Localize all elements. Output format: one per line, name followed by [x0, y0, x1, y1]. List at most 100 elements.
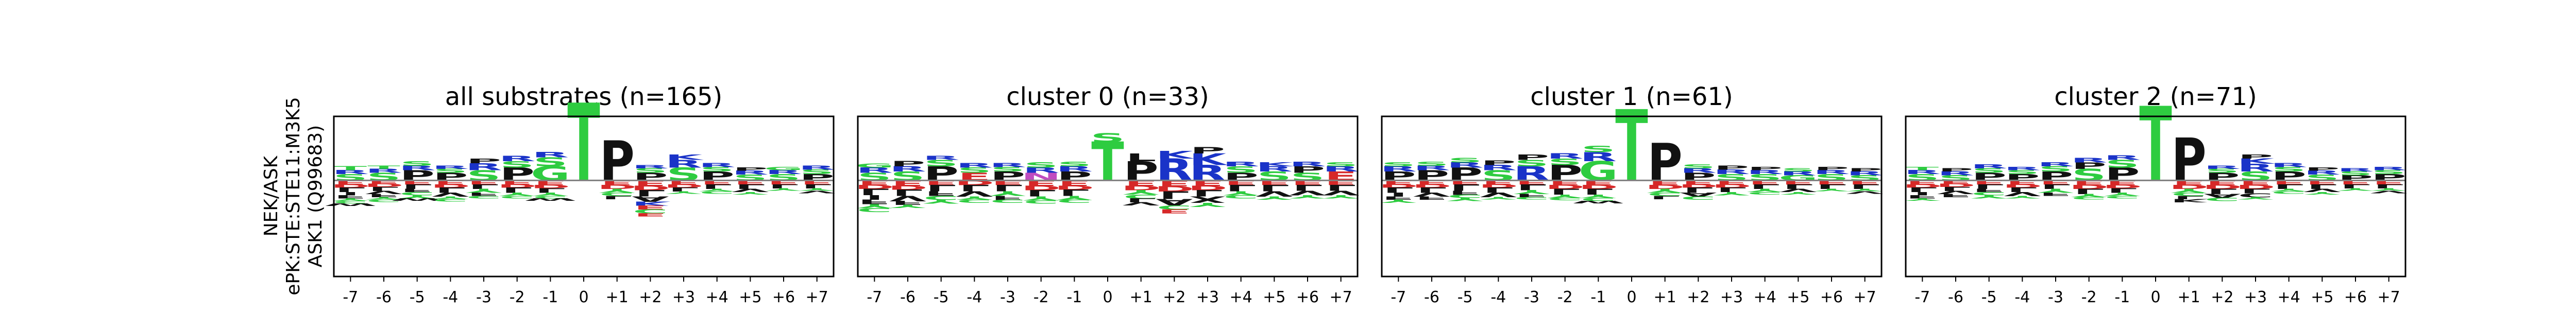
x-tick-label: +2 — [639, 288, 662, 306]
x-tick-label: -3 — [2048, 288, 2063, 306]
logo-letter: R — [699, 162, 736, 168]
x-tick-label: +2 — [1163, 288, 1185, 306]
x-tick-label: -5 — [1981, 288, 1997, 306]
logo-letter: C — [2272, 191, 2307, 195]
x-tick-label: 0 — [1626, 288, 1636, 306]
logo-letter: P — [2304, 167, 2340, 172]
logo-letter: Y — [1714, 191, 1750, 196]
y-axis-label-line-2: ePK:STE:STE11:M3K5 — [283, 97, 304, 295]
logo-letter: S — [1414, 161, 1449, 167]
x-tick-label: -3 — [1524, 288, 1539, 306]
y-axis-label-line-3: ASK1 (Q99683) — [305, 125, 326, 267]
logo-panel-3: cluster 2 (n=71)SRTEDLIFY-7SRPEDLVF-6PSR… — [1903, 82, 2408, 306]
logo-letter: Y — [766, 187, 802, 192]
x-tick-label: +4 — [706, 288, 728, 306]
x-tick-label: 0 — [579, 288, 588, 306]
logo-letter: R — [632, 164, 669, 169]
logo-letter: P — [1481, 159, 1516, 166]
logo-panel-0: all substrates (n=165)SRTEDLIFYCW-7SRTED… — [324, 81, 836, 306]
logo-letter: Y — [2304, 191, 2341, 195]
x-tick-label: +1 — [1130, 288, 1153, 306]
logo-letter: R — [432, 165, 469, 170]
x-tick-label: -4 — [1490, 288, 1506, 306]
logo-letter: Y — [1480, 196, 1517, 200]
logo-panels: all substrates (n=165)SRTEDLIFYCW-7SRTED… — [324, 81, 2408, 306]
logo-letter: C — [2072, 196, 2107, 200]
x-tick-label: +7 — [1854, 288, 1876, 306]
logo-letter: Y — [2238, 196, 2274, 200]
logo-letter: R — [956, 162, 993, 169]
logo-letter: V — [799, 190, 836, 194]
x-tick-label: -2 — [2081, 288, 2097, 306]
logo-letter: Y — [732, 191, 769, 195]
logo-letter: S — [400, 160, 434, 167]
x-tick-label: -7 — [867, 288, 882, 306]
logo-letter: R — [1547, 152, 1584, 160]
x-tick-label: +3 — [1720, 288, 1743, 306]
logo-letter: C — [1024, 199, 1059, 204]
logo-letter: R — [2004, 166, 2041, 171]
logo-letter: G — [855, 163, 894, 169]
x-tick-label: -2 — [1033, 288, 1049, 306]
logo-letter: P — [2238, 154, 2273, 160]
logo-letter: L — [602, 195, 632, 200]
logo-letter: F — [1939, 193, 1972, 198]
logo-letter: R — [2370, 166, 2408, 171]
x-tick-label: -3 — [476, 288, 492, 306]
x-tick-label: +5 — [1787, 288, 1809, 306]
x-tick-label: +6 — [772, 288, 795, 306]
x-tick-label: -1 — [2114, 288, 2130, 306]
x-tick-label: +3 — [672, 288, 695, 306]
logo-letter: C — [2205, 197, 2240, 202]
x-tick-label: -7 — [343, 288, 358, 306]
logo-letter: E — [634, 212, 667, 217]
logo-letter: Y — [666, 191, 702, 195]
x-tick-label: +7 — [2378, 288, 2400, 306]
x-tick-label: +1 — [1654, 288, 1676, 306]
logo-letter: S — [1448, 157, 1482, 164]
logo-letter: T — [334, 165, 367, 171]
x-tick-label: -4 — [2014, 288, 2030, 306]
logo-letter: Y — [2004, 195, 2041, 199]
logo-letter: E — [1158, 208, 1191, 214]
logo-letter: Y — [1904, 198, 1941, 202]
x-tick-label: +6 — [1296, 288, 1319, 306]
logo-letter: T — [567, 81, 600, 205]
logo-letter: P — [1714, 165, 1749, 171]
logo-letter: C — [1681, 195, 1716, 200]
x-tick-label: -3 — [1000, 288, 1015, 306]
x-tick-label: +3 — [1196, 288, 1219, 306]
x-tick-label: +5 — [2311, 288, 2333, 306]
x-tick-label: -5 — [410, 288, 425, 306]
logo-letter: S — [1781, 167, 1816, 172]
logo-letter: P — [733, 167, 768, 172]
panel-title: cluster 0 (n=33) — [1006, 82, 1209, 111]
logo-letter: Y — [1447, 197, 1483, 202]
logo-letter: Y — [1290, 194, 1326, 199]
logo-letter: C — [466, 195, 501, 199]
x-tick-label: +2 — [1687, 288, 1709, 306]
x-tick-label: +3 — [2244, 288, 2267, 306]
logo-letter: V — [1123, 201, 1160, 206]
logo-letter: Y — [1780, 191, 1817, 195]
x-tick-label: -6 — [1424, 288, 1439, 306]
logo-letter: C — [857, 206, 892, 213]
x-tick-label: +7 — [1330, 288, 1352, 306]
logo-letter: G — [764, 166, 803, 171]
logo-letter: L — [1126, 151, 1156, 164]
logo-letter: L — [1650, 195, 1680, 200]
logo-letter: R — [1971, 163, 2008, 169]
x-tick-label: -1 — [1590, 288, 1606, 306]
logo-letter: C — [700, 191, 735, 195]
logo-letter: V — [1846, 191, 1884, 195]
logo-letter: T — [2139, 85, 2172, 205]
x-tick-label: +6 — [1820, 288, 1843, 306]
logo-letter: Y — [1256, 195, 1292, 200]
x-tick-label: -2 — [1557, 288, 1573, 306]
x-tick-label: +4 — [2278, 288, 2300, 306]
x-tick-label: +5 — [739, 288, 761, 306]
x-tick-label: -1 — [1066, 288, 1082, 306]
logo-letter: Y — [1323, 194, 1359, 199]
